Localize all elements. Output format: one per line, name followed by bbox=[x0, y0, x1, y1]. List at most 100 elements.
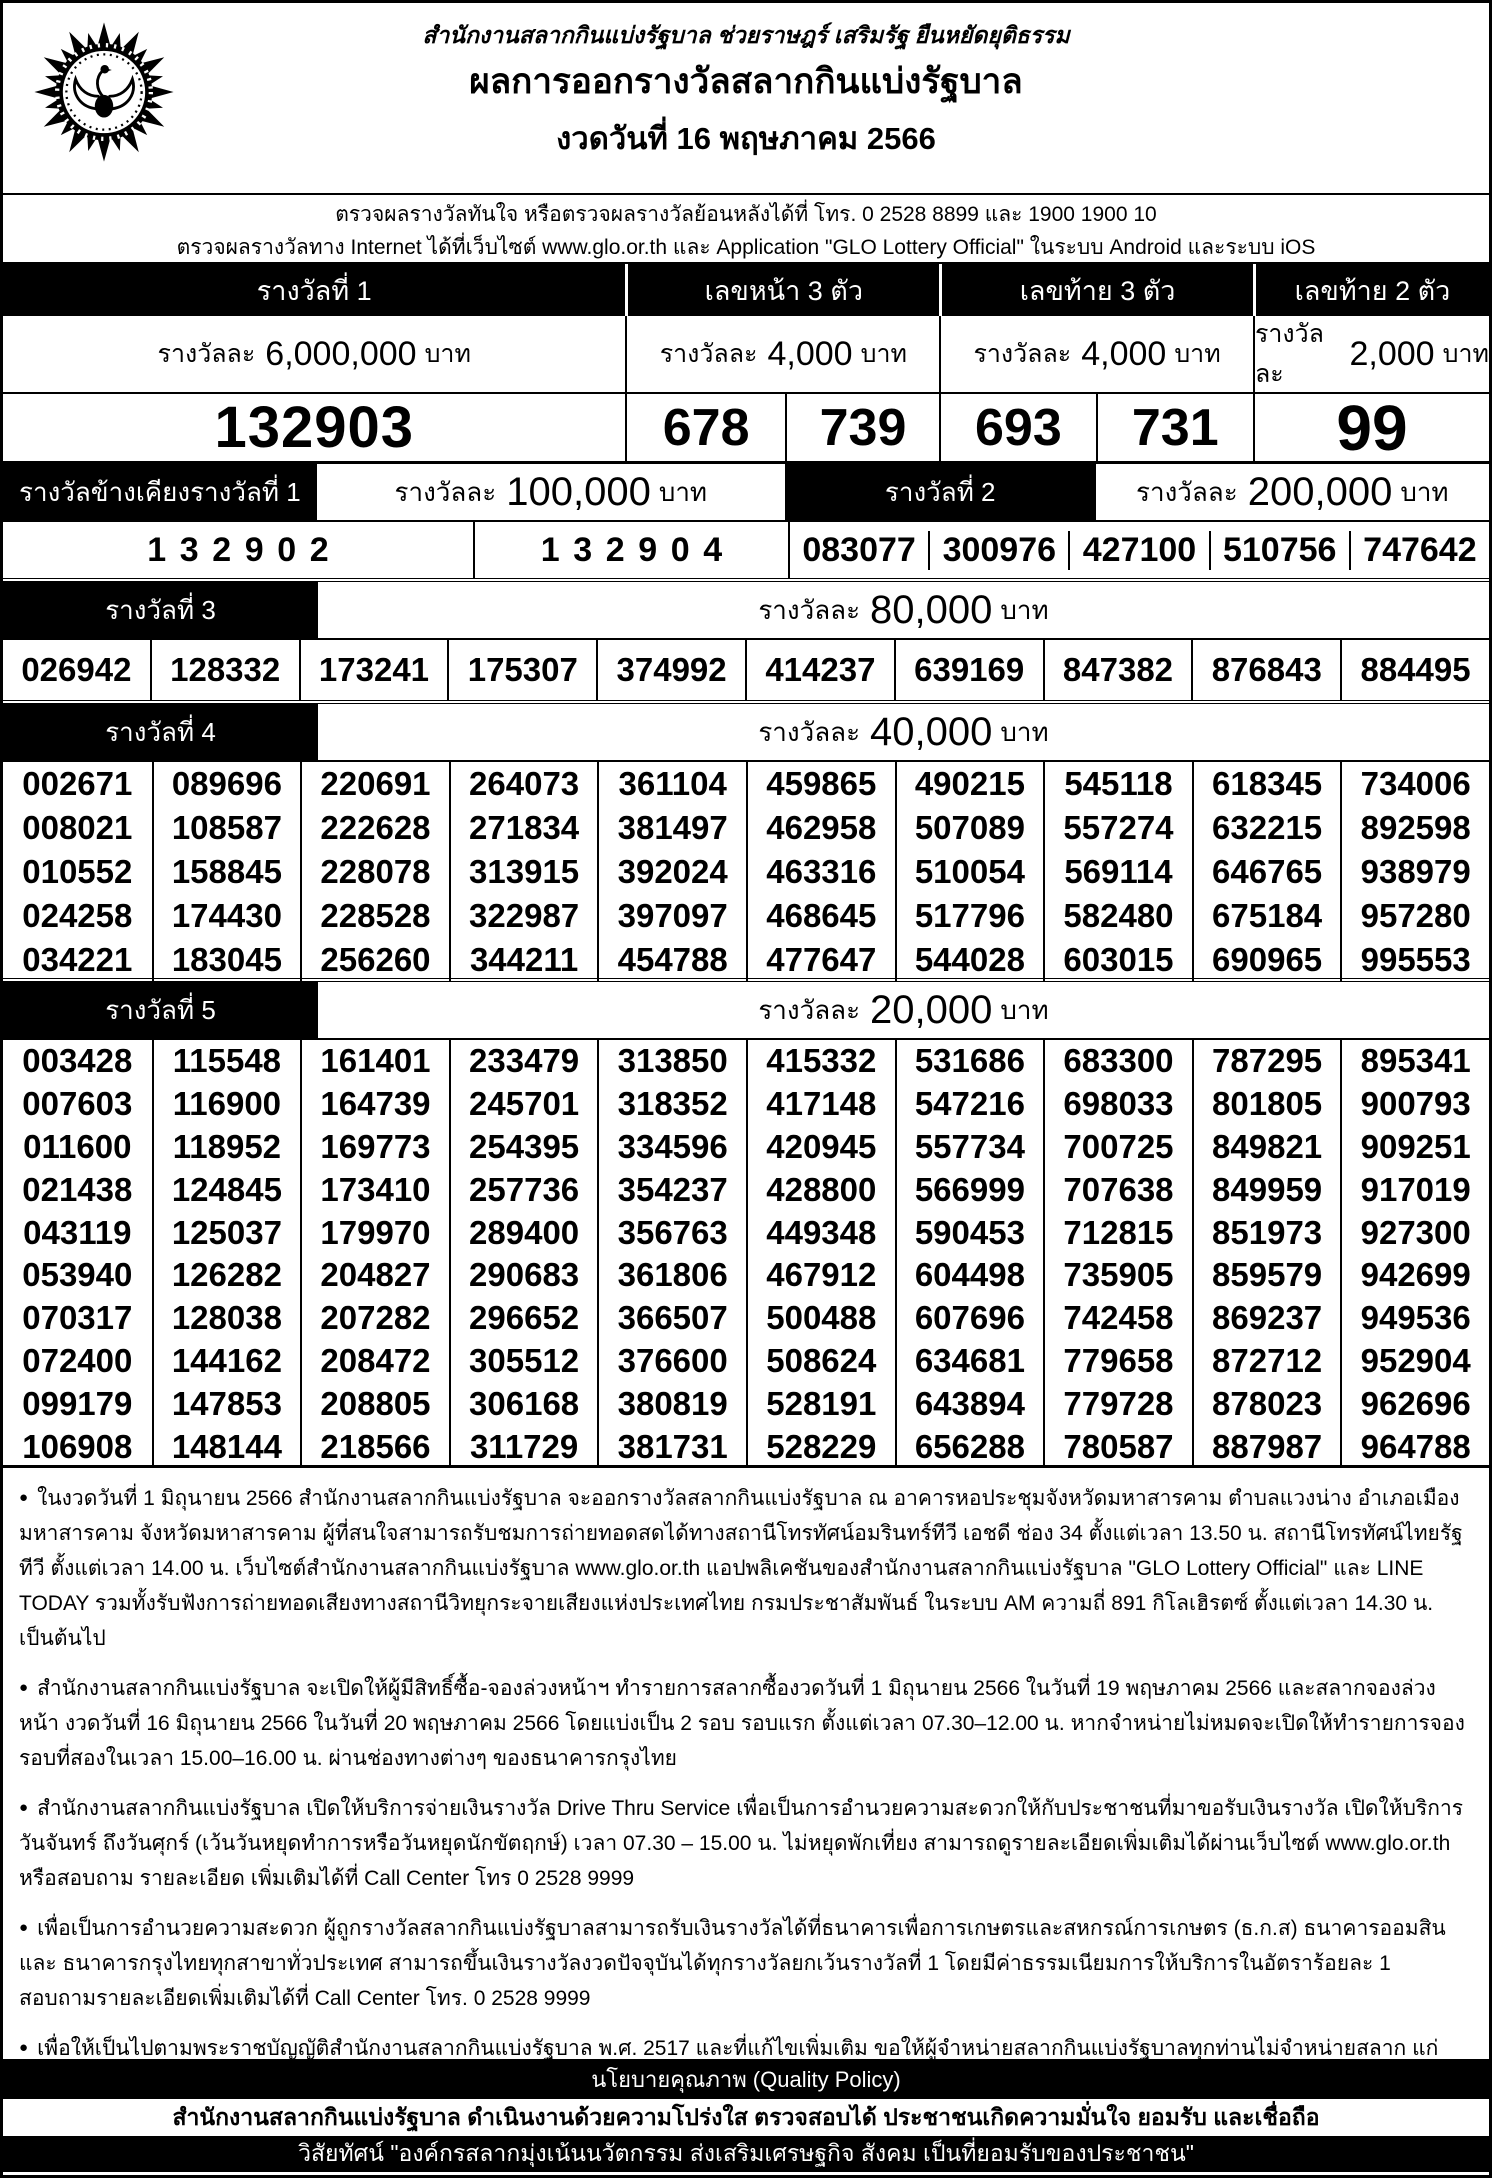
fifth-prize-number: 566999 bbox=[894, 1168, 1044, 1212]
prize-prefix: รางวัลละ bbox=[157, 340, 256, 368]
fourth-prize-number: 228528 bbox=[300, 894, 449, 938]
fifth-prize-number: 099179 bbox=[22, 1384, 133, 1422]
fifth-prize-number: 643894 bbox=[894, 1382, 1044, 1426]
contact-phone-line: ตรวจผลรางวัลทันใจ หรือตรวจผลรางวัลย้อนหล… bbox=[335, 203, 1157, 226]
near-first-numbers-row: 132902 132904 083077 300976 427100 510756 74… bbox=[3, 522, 1489, 582]
fifth-prize-number: 207282 bbox=[300, 1296, 449, 1340]
fifth-prize-number: 779728 bbox=[1043, 1382, 1192, 1426]
fifth-prize-number: 859579 bbox=[1191, 1253, 1341, 1297]
fifth-prize-number: 917019 bbox=[1340, 1168, 1489, 1212]
fifth-prize-number: 204827 bbox=[300, 1253, 449, 1297]
fifth-prize-number: 872712 bbox=[1191, 1339, 1341, 1383]
fifth-prize-number: 007603 bbox=[22, 1085, 133, 1123]
top-numbers-row: 132903 678 739 693 731 99 bbox=[3, 392, 1489, 464]
fourth-prize-number: 034221 bbox=[22, 941, 133, 978]
header-front3: เลขหน้า 3 ตัว bbox=[625, 264, 939, 316]
fifth-prize-number: 147853 bbox=[151, 1382, 301, 1426]
fourth-prize-number: 468645 bbox=[746, 894, 895, 938]
fourth-prize-number: 313915 bbox=[448, 850, 598, 894]
glo-emblem-logo bbox=[34, 22, 174, 162]
fourth-prize-number: 690965 bbox=[1191, 938, 1341, 982]
prize-prefix: รางวัลละ bbox=[1136, 476, 1238, 507]
prize-amount: 4,000 bbox=[1081, 334, 1167, 373]
fourth-prize-number: 462958 bbox=[746, 806, 895, 850]
fifth-prize-header: รางวัลที่ 5 รางวัลละ 20,000 บาท bbox=[3, 982, 1489, 1040]
fourth-prize-number: 256260 bbox=[300, 938, 449, 982]
fifth-prize-number: 313850 bbox=[597, 1040, 746, 1083]
fourth-prize-label: รางวัลที่ 4 bbox=[3, 704, 318, 762]
prize-prefix: รางวัลละ bbox=[659, 340, 758, 368]
third-prize-numbers: 026942 128332 173241 175307 374992 414237 6391… bbox=[3, 640, 1489, 704]
last3-amount-label: รางวัลละ 4,000 บาท bbox=[939, 316, 1253, 392]
prize-unit: บาท bbox=[658, 476, 708, 507]
fifth-prize-number: 420945 bbox=[746, 1125, 895, 1169]
fourth-prize-number: 459865 bbox=[746, 762, 895, 806]
fifth-prize-number: 021438 bbox=[22, 1170, 133, 1208]
third-prize-number: 884495 bbox=[1340, 640, 1489, 700]
fifth-prize-number: 356763 bbox=[597, 1211, 746, 1254]
fourth-prize-number: 344211 bbox=[448, 938, 598, 982]
prize-amount: 6,000,000 bbox=[265, 334, 417, 373]
second-prize-number: 510756 bbox=[1208, 530, 1349, 570]
third-prize-number: 173241 bbox=[298, 640, 448, 700]
note-paragraph: ● ในงวดวันที่ 1 มิถุนายน 2566 สำนักงานสลา… bbox=[19, 1480, 1473, 1656]
header-last3: เลขท้าย 3 ตัว bbox=[939, 264, 1253, 316]
header-text: สำนักงานสลากกินแบ่งรัฐบาล ช่วยราษฎร์ เสร… bbox=[3, 3, 1489, 165]
fifth-prize-number: 500488 bbox=[746, 1296, 895, 1340]
fifth-prize-number: 118952 bbox=[151, 1125, 301, 1169]
third-prize-number: 175307 bbox=[447, 640, 596, 700]
fourth-prize-number: 510054 bbox=[894, 850, 1044, 894]
fourth-prize-number: 220691 bbox=[300, 762, 449, 806]
fifth-prize-number: 927300 bbox=[1340, 1211, 1489, 1254]
fifth-prize-number: 128038 bbox=[151, 1296, 301, 1340]
prize-amount: 20,000 bbox=[870, 987, 993, 1032]
front3-number: 678 bbox=[625, 394, 784, 461]
fifth-prize-number: 942699 bbox=[1340, 1253, 1489, 1297]
fourth-prize-number: 174430 bbox=[151, 894, 301, 938]
fifth-prize-number: 634681 bbox=[894, 1339, 1044, 1383]
quality-policy-title-bar: นโยบายคุณภาพ (Quality Policy) bbox=[3, 2059, 1489, 2099]
prize1-amount-label: รางวัลละ 6,000,000 บาท bbox=[3, 316, 625, 392]
near-first-number: 132904 bbox=[473, 522, 788, 578]
prize-amount: 40,000 bbox=[870, 709, 993, 754]
fifth-prize-number: 417148 bbox=[746, 1082, 895, 1126]
bullet-icon: ● bbox=[19, 1679, 29, 1696]
fifth-prize-number: 164739 bbox=[300, 1082, 449, 1126]
first-prize-number: 132903 bbox=[214, 395, 414, 460]
fifth-prize-number: 144162 bbox=[151, 1339, 301, 1383]
second-prize-number: 747642 bbox=[1348, 530, 1489, 570]
fourth-prize-number: 632215 bbox=[1191, 806, 1341, 850]
fifth-prize-numbers: 003428 115548 161401 233479 313850 415332 5316… bbox=[3, 1040, 1489, 1468]
header-prize1: รางวัลที่ 1 bbox=[256, 275, 372, 306]
quality-policy-text: สำนักงานสลากกินแบ่งรัฐบาล ดำเนินงานด้วยค… bbox=[172, 2103, 1320, 2130]
fourth-prize-number: 183045 bbox=[151, 938, 301, 982]
near-first-number: 132902 bbox=[147, 530, 343, 569]
second-prize-number: 427100 bbox=[1068, 530, 1208, 570]
fifth-prize-number: 161401 bbox=[300, 1040, 449, 1083]
prize-unit: บาท bbox=[1400, 476, 1449, 507]
fifth-prize-number: 296652 bbox=[448, 1296, 598, 1340]
fifth-prize-number: 698033 bbox=[1043, 1082, 1192, 1126]
fifth-prize-number: 851973 bbox=[1191, 1211, 1341, 1254]
fifth-prize-number: 169773 bbox=[300, 1125, 449, 1169]
bullet-icon: ● bbox=[19, 1489, 29, 1506]
top-header-row: รางวัลที่ 1 เลขหน้า 3 ตัว เลขท้าย 3 ตัว … bbox=[3, 262, 1489, 316]
prize-unit: บาท bbox=[860, 340, 907, 368]
fourth-prize-number: 322987 bbox=[448, 894, 598, 938]
fifth-prize-number: 072400 bbox=[22, 1341, 133, 1379]
fifth-prize-number: 700725 bbox=[1043, 1125, 1192, 1169]
second-prize-number: 300976 bbox=[928, 530, 1068, 570]
prize-unit: บาท bbox=[1442, 340, 1489, 368]
fifth-prize-number: 467912 bbox=[746, 1253, 895, 1297]
fourth-prize-number: 892598 bbox=[1340, 806, 1489, 850]
prize-unit: บาท bbox=[1174, 340, 1221, 368]
fifth-prize-number: 124845 bbox=[151, 1168, 301, 1212]
fourth-prize-number: 618345 bbox=[1191, 762, 1341, 806]
second-prize-amount-label: รางวัลละ 200,000 บาท bbox=[1095, 464, 1489, 522]
prize-unit: บาท bbox=[1000, 594, 1049, 625]
fifth-prize-number: 590453 bbox=[894, 1211, 1044, 1254]
fifth-prize-number: 604498 bbox=[894, 1253, 1044, 1297]
fifth-prize-number: 053940 bbox=[22, 1256, 133, 1294]
third-prize-header: รางวัลที่ 3 รางวัลละ 80,000 บาท bbox=[3, 582, 1489, 640]
third-prize-number: 026942 bbox=[21, 651, 132, 688]
